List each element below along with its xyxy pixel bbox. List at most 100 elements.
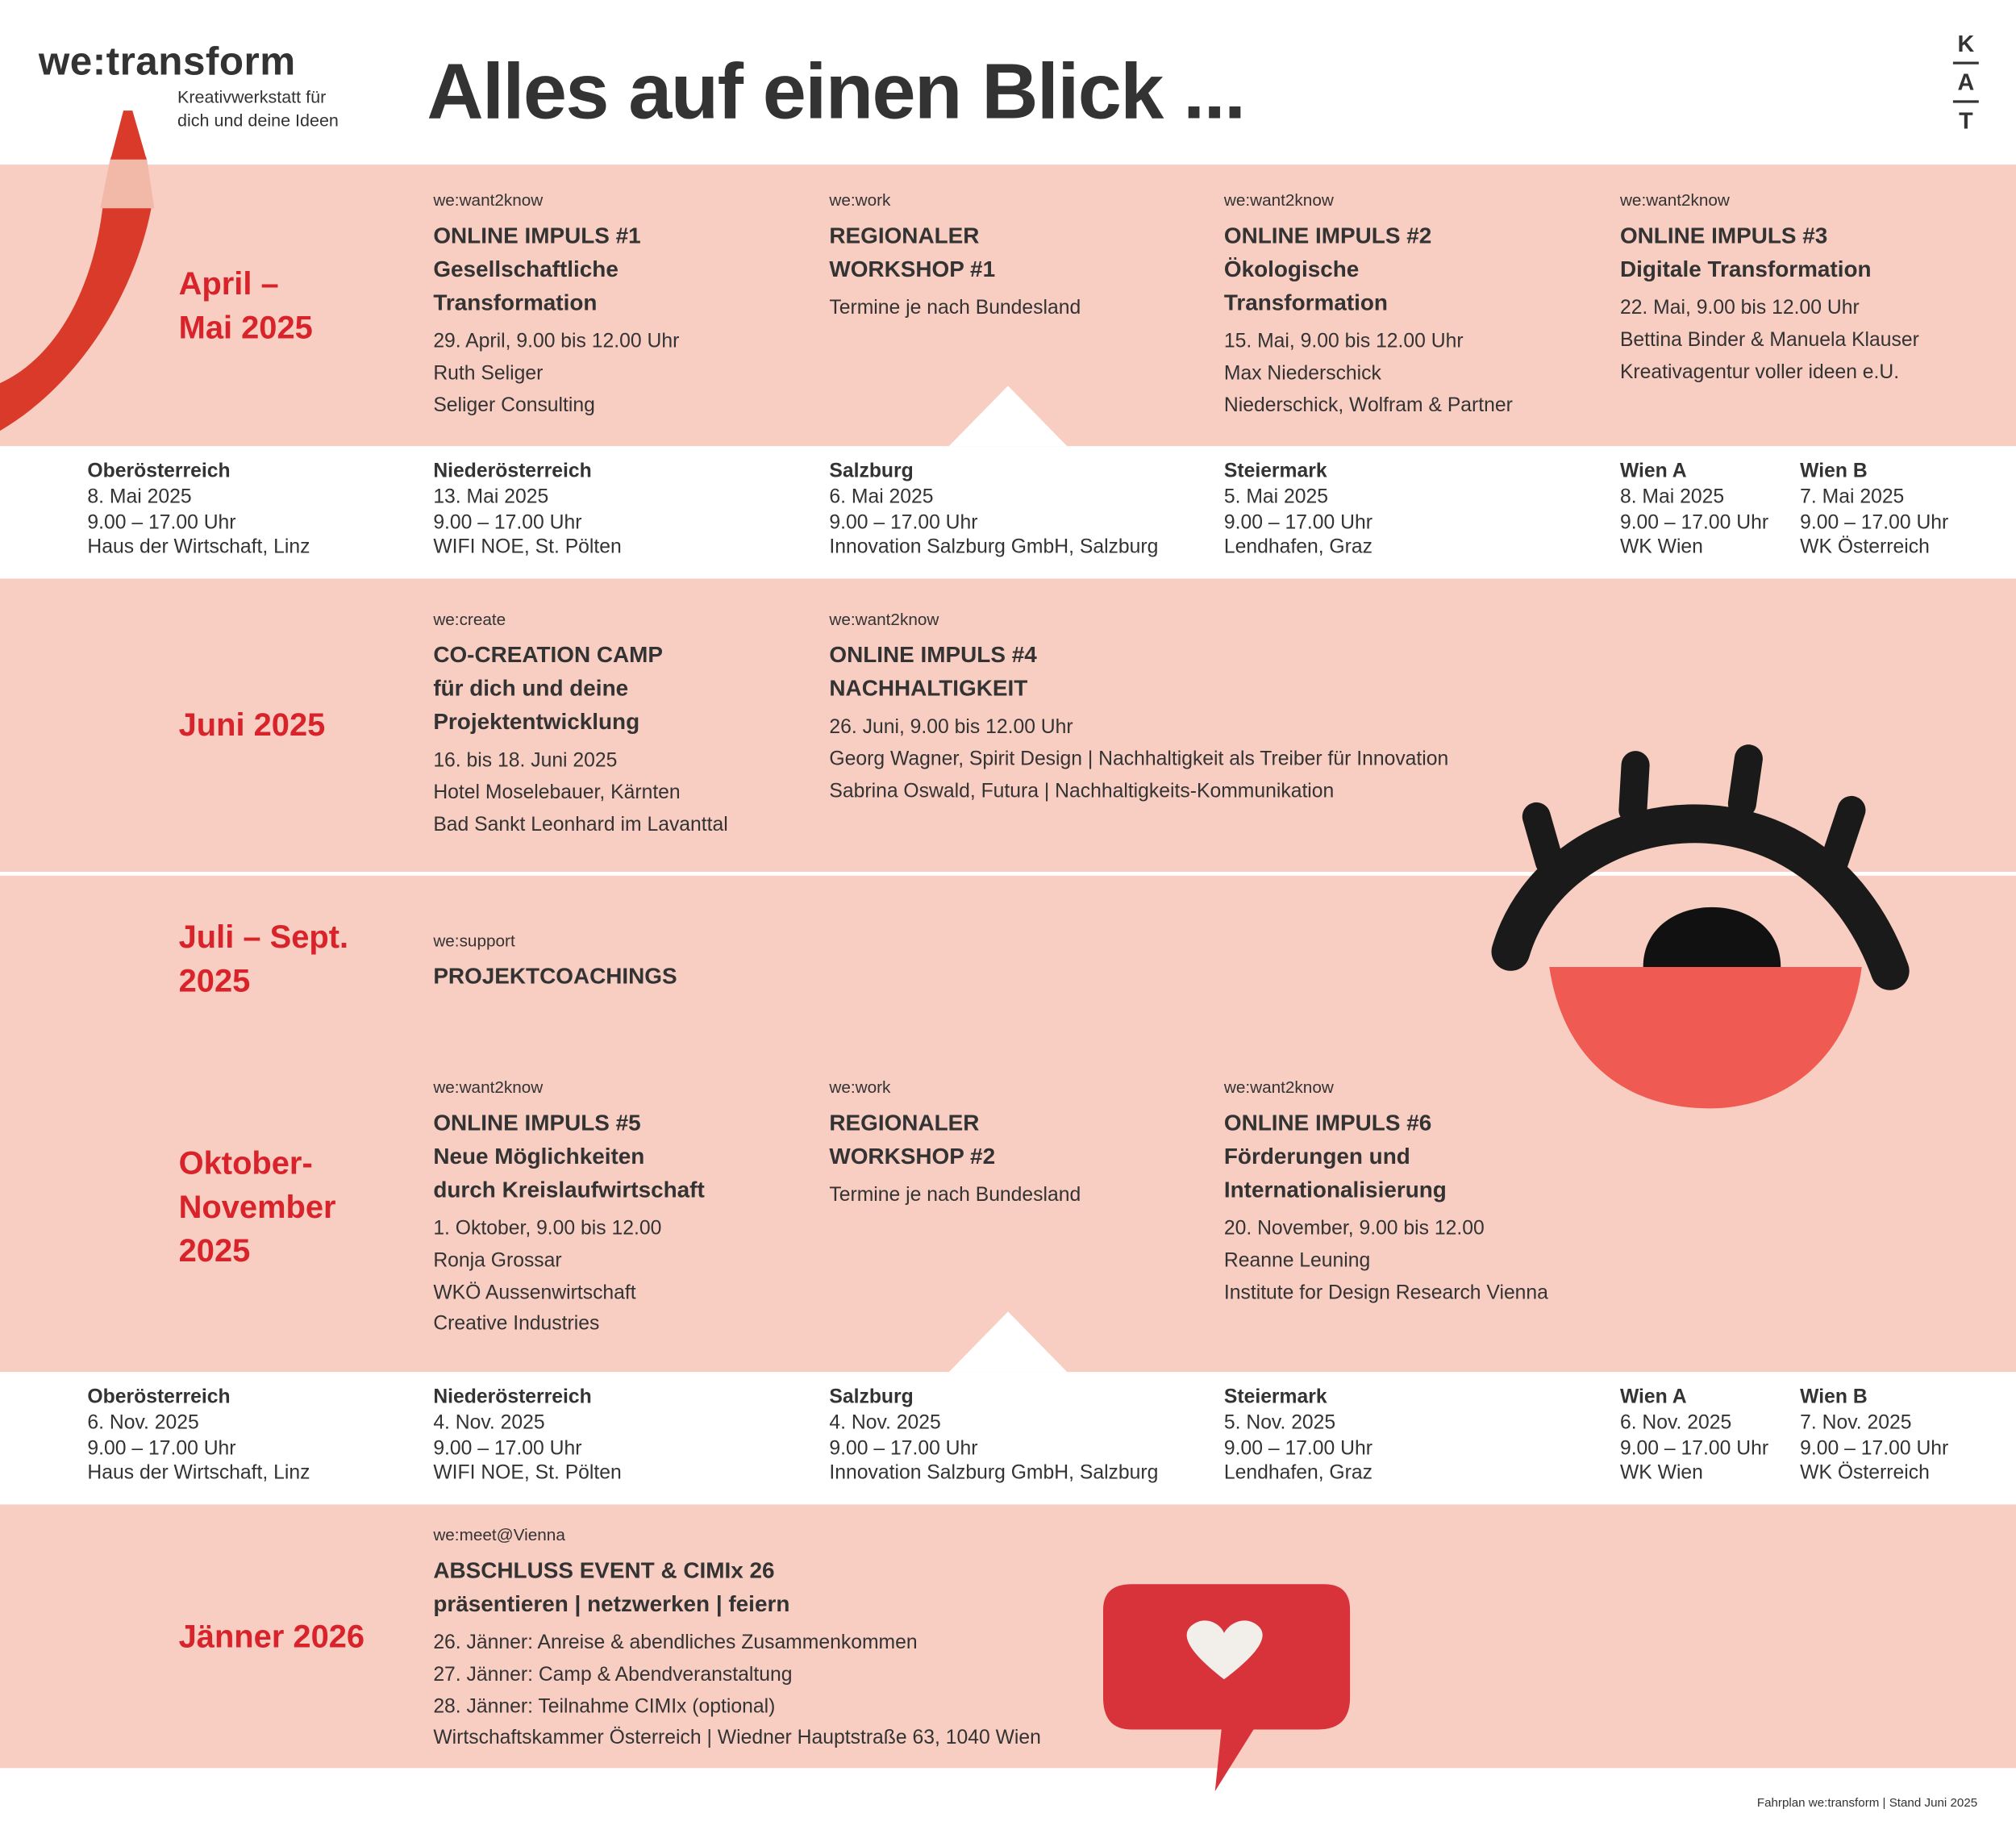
event-detail: Creative Industries	[433, 1313, 600, 1336]
event-title-line: REGIONALER	[829, 222, 980, 248]
event-title-line: Ökologische	[1223, 256, 1360, 282]
venue-date: 7. Mai 2025	[1800, 486, 1905, 508]
event: we:work REGIONALER WORKSHOP #2 Termine je n…	[829, 1077, 1081, 1212]
venue-date: 6. Nov. 2025	[1619, 1411, 1732, 1434]
event-tag: we:work	[829, 190, 891, 210]
period-label: Juli – Sept. 2025	[179, 915, 348, 1002]
venue-region: Steiermark	[1223, 1386, 1327, 1408]
venue-time: 9.00 – 17.00 Uhr	[1619, 511, 1769, 534]
event: we:want2know ONLINE IMPULS #5 Neue Möglich…	[433, 1077, 704, 1341]
event: we:want2know ONLINE IMPULS #1 Gesellschaft…	[433, 190, 679, 423]
venue-place: Haus der Wirtschaft, Linz	[87, 1462, 310, 1485]
event-title: ONLINE IMPULS #4 NACHHALTIGKEIT	[829, 638, 1448, 705]
event-detail: Max Niederschick	[1223, 362, 1381, 385]
venue-row: Oberösterreich 6. Nov. 2025 9.00 – 17.00 U…	[0, 1372, 2016, 1505]
event-detail: Termine je nach Bundesland	[829, 1184, 1081, 1207]
event-detail: Ruth Seliger	[433, 362, 544, 385]
event-detail: Bad Sankt Leonhard im Lavanttal	[433, 813, 728, 836]
event-title-line: ONLINE IMPULS #2	[1223, 222, 1432, 248]
tagline-line: Kreativwerkstatt für	[177, 87, 327, 107]
event-detail: Georg Wagner, Spirit Design | Nachhaltig…	[829, 748, 1449, 770]
event-title: ONLINE IMPULS #5 Neue Möglichkeiten durch …	[433, 1106, 704, 1206]
venue-place: Innovation Salzburg GmbH, Salzburg	[829, 536, 1159, 559]
event-details: Termine je nach Bundesland	[829, 294, 1081, 326]
event-tag: we:want2know	[433, 1077, 544, 1098]
event-title-line: NACHHALTIGKEIT	[829, 675, 1028, 701]
badge-letter: A	[1952, 65, 1979, 103]
period-line: 2025	[178, 1232, 251, 1269]
venue: Oberösterreich 6. Nov. 2025 9.00 – 17.00 U…	[87, 1385, 310, 1486]
venue-date: 6. Mai 2025	[829, 486, 934, 508]
event-title-line: Förderungen und	[1223, 1143, 1410, 1169]
event-title-line: REGIONALER	[829, 1109, 980, 1136]
period-label: Oktober- November 2025	[179, 1141, 336, 1273]
event: we:work REGIONALER WORKSHOP #1 Termine je n…	[829, 190, 1081, 325]
venue-time: 9.00 – 17.00 Uhr	[87, 511, 236, 534]
venue-place: WK Österreich	[1800, 536, 1930, 559]
period-label: April – Mai 2025	[179, 261, 313, 348]
event-title-line: Digitale Transformation	[1619, 256, 1872, 282]
pencil-wood	[100, 156, 155, 209]
venue-date: 4. Nov. 2025	[829, 1411, 941, 1434]
eye-iris	[1549, 966, 1862, 1109]
event-detail: 15. Mai, 9.00 bis 12.00 Uhr	[1223, 330, 1464, 352]
event-details: 16. bis 18. Juni 2025 Hotel Moselebauer, …	[433, 746, 727, 842]
event-title-line: Projektentwicklung	[433, 708, 640, 735]
venue-place: WIFI NOE, St. Pölten	[433, 1462, 622, 1485]
venue: Niederösterreich 13. Mai 2025 9.00 – 17.00…	[433, 459, 621, 561]
event-detail: Sabrina Oswald, Futura | Nachhaltigkeits…	[829, 780, 1335, 802]
event-tag: we:want2know	[433, 190, 544, 210]
event-tag: we:support	[433, 931, 515, 951]
venue: Wien A 8. Mai 2025 9.00 – 17.00 Uhr WK Wien	[1620, 459, 1768, 561]
eye-lashes	[1522, 744, 1866, 882]
event-title-line: ONLINE IMPULS #3	[1619, 222, 1828, 248]
venue-time: 9.00 – 17.00 Uhr	[1619, 1436, 1769, 1459]
event-title-line: ONLINE IMPULS #5	[433, 1109, 641, 1136]
event-tag: we:work	[829, 1077, 891, 1098]
badge: K A T	[1952, 26, 1979, 139]
event-detail: 20. November, 9.00 bis 12.00	[1223, 1217, 1485, 1240]
venue-place: Haus der Wirtschaft, Linz	[87, 536, 310, 559]
venue-date: 13. Mai 2025	[433, 486, 549, 508]
logo: we:transform	[38, 38, 296, 84]
badge-letter: T	[1959, 107, 1973, 134]
venue-region: Wien A	[1619, 460, 1687, 482]
event: we:create CO-CREATION CAMP für dich und de…	[433, 610, 727, 842]
venue-date: 8. Mai 2025	[87, 486, 192, 508]
notch-shape	[948, 386, 1068, 447]
event-title-line: Transformation	[1223, 289, 1388, 315]
event: we:want2know ONLINE IMPULS #2 Ökologische T…	[1224, 190, 1513, 423]
event-title: ONLINE IMPULS #3 Digitale Transformation	[1620, 219, 1919, 285]
venue-region: Wien A	[1619, 1386, 1687, 1408]
event: we:want2know ONLINE IMPULS #4 NACHHALTIGKE…	[829, 610, 1448, 808]
event-detail: Seliger Consulting	[433, 394, 595, 416]
venue-place: WK Wien	[1619, 1462, 1703, 1485]
event-details: 15. Mai, 9.00 bis 12.00 Uhr Max Niedersch…	[1224, 327, 1513, 423]
event-detail: Bettina Binder & Manuela Klauser	[1619, 328, 1919, 351]
eye-pupil	[1643, 906, 1781, 967]
event-title: REGIONALER WORKSHOP #2	[829, 1106, 1081, 1173]
event-title-line: ABSCHLUSS EVENT & CIMIx 26	[433, 1557, 775, 1583]
event-title-line: Gesellschaftliche	[433, 256, 619, 282]
venue-date: 7. Nov. 2025	[1800, 1411, 1912, 1434]
event-details: 26. Jänner: Anreise & abendliches Zusamm…	[433, 1628, 1041, 1756]
event: we:meet@Vienna ABSCHLUSS EVENT & CIMIx 26…	[433, 1525, 1041, 1756]
event-tag: we:meet@Vienna	[433, 1524, 565, 1544]
tagline-line: dich und deine Ideen	[177, 110, 339, 131]
venue: Steiermark 5. Nov. 2025 9.00 – 17.00 Uhr Le…	[1224, 1385, 1372, 1486]
event-detail: Reanne Leuning	[1223, 1249, 1371, 1272]
event-title: PROJEKTCOACHINGS	[433, 959, 677, 992]
venue-region: Niederösterreich	[433, 1386, 592, 1408]
event-tag: we:want2know	[1619, 190, 1730, 210]
venue-date: 4. Nov. 2025	[433, 1411, 545, 1434]
event-detail: 28. Jänner: Teilnahme CIMIx (optional)	[433, 1695, 776, 1718]
pencil-tip	[110, 110, 147, 160]
event-detail: 22. Mai, 9.00 bis 12.00 Uhr	[1619, 297, 1860, 319]
event-details: Termine je nach Bundesland	[829, 1181, 1081, 1213]
venue-region: Salzburg	[829, 460, 914, 482]
event-title-line: ONLINE IMPULS #6	[1223, 1109, 1432, 1136]
venue-place: WK Österreich	[1800, 1462, 1930, 1485]
venue-row: Oberösterreich 8. Mai 2025 9.00 – 17.00 Uh…	[0, 446, 2016, 579]
